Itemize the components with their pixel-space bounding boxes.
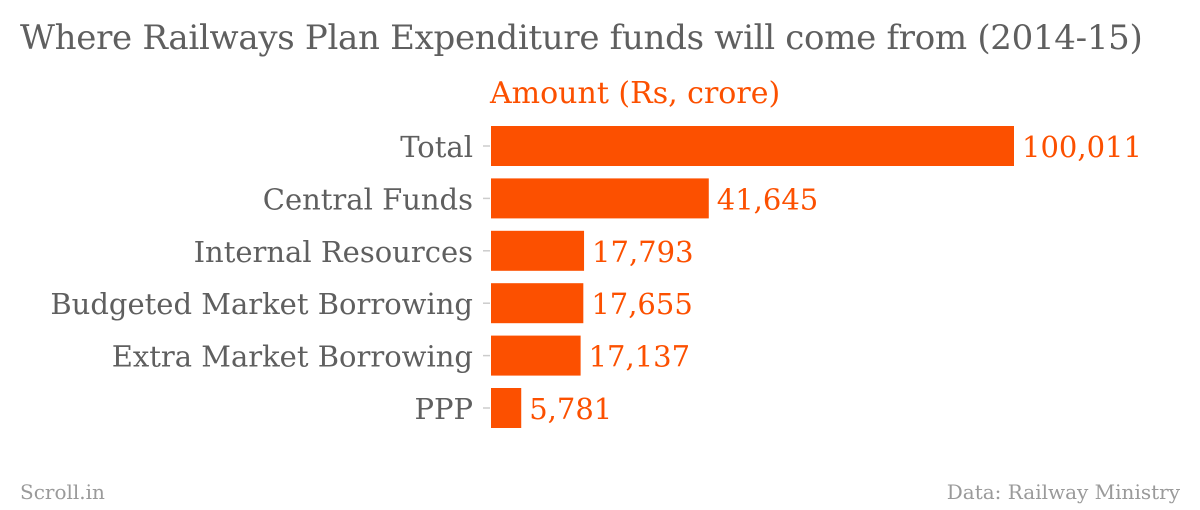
value-label: 17,793	[592, 235, 693, 269]
category-label: Extra Market Borrowing	[112, 340, 473, 374]
series-name: Amount (Rs, crore)	[490, 76, 781, 111]
bar	[491, 283, 584, 324]
category-label: Budgeted Market Borrowing	[50, 287, 473, 321]
bar	[491, 388, 522, 428]
value-label: 41,645	[717, 182, 818, 216]
category-label: Internal Resources	[194, 235, 473, 269]
value-label: 5,781	[529, 392, 612, 426]
bar	[491, 126, 1014, 166]
source-site: Scroll.in	[20, 480, 105, 504]
data-credit: Data: Railway Ministry	[946, 480, 1180, 504]
category-label: Total	[400, 130, 473, 164]
chart-title: Where Railways Plan Expenditure funds wi…	[20, 18, 1143, 58]
category-label: PPP	[414, 392, 473, 426]
bar	[491, 335, 581, 376]
category-label: Central Funds	[263, 182, 473, 216]
value-label: 17,137	[589, 340, 690, 374]
bar	[491, 230, 585, 271]
bar	[491, 178, 709, 219]
value-label: 17,655	[591, 287, 692, 321]
value-label: 100,011	[1022, 130, 1142, 164]
